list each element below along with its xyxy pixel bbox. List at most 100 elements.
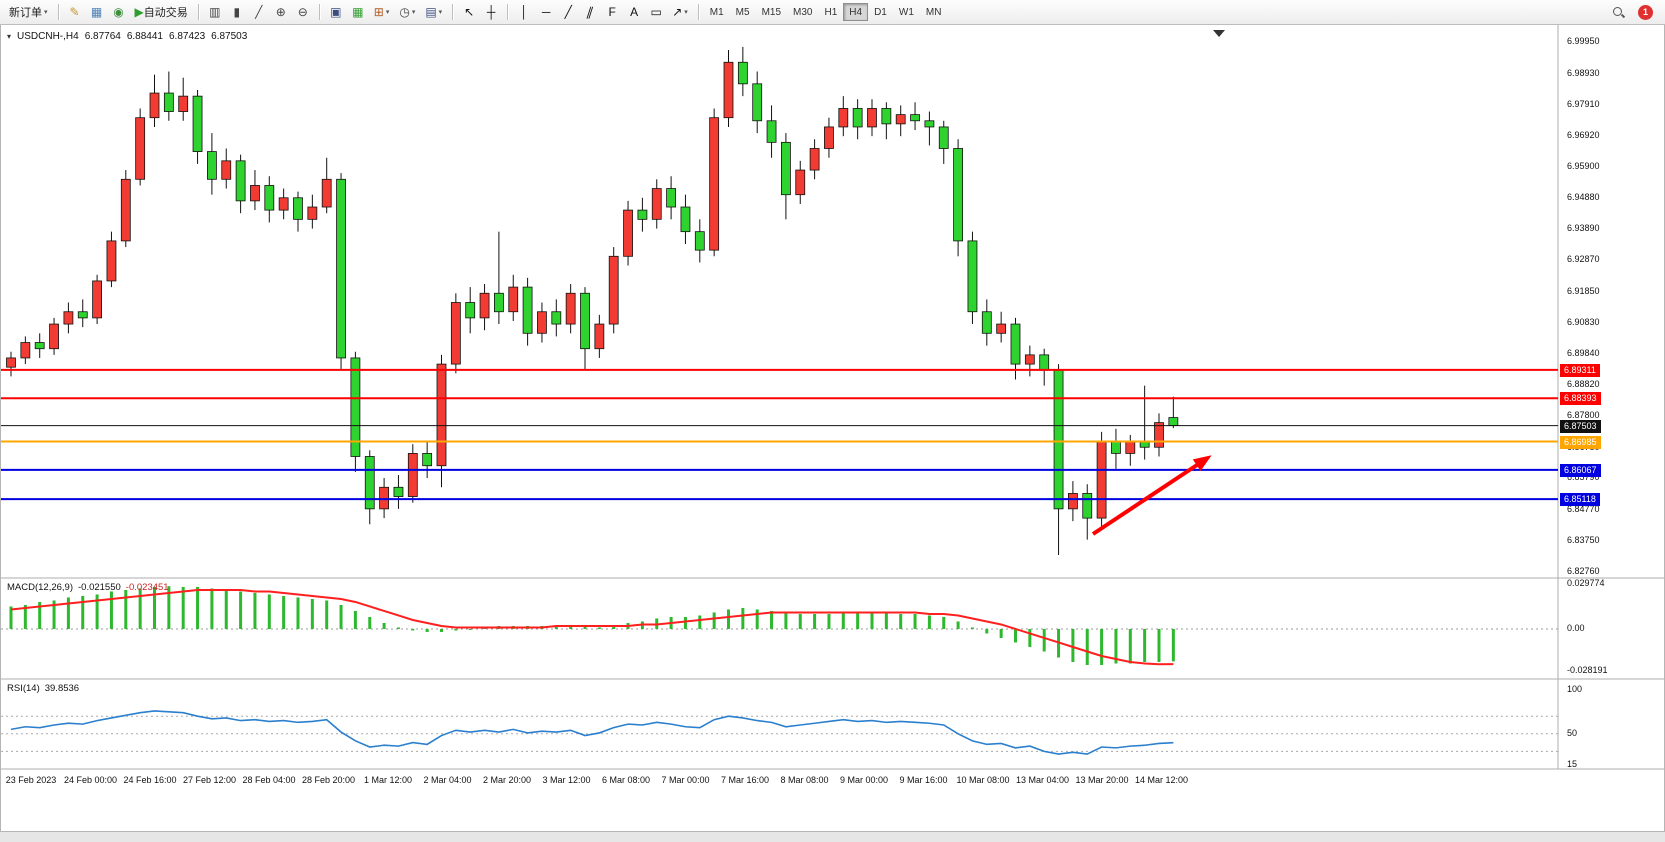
macd-signal-line — [10, 588, 1174, 666]
candle — [364, 456, 375, 510]
candle — [1024, 354, 1035, 365]
time-axis-label: 24 Feb 16:00 — [123, 775, 177, 785]
chevron-down-icon: ▾ — [438, 9, 443, 16]
search-button[interactable] — [1607, 2, 1629, 22]
status-bar — [0, 831, 1665, 842]
main-toolbar: 新订单 ▾ ✎ ▦ ◉ ▶ 自动交易 ▥ ▮ ╱ ⊕ ⊖ ▣ ▦ ⊞ ▾ ◷ ▾… — [0, 0, 1665, 25]
text-button[interactable]: A — [624, 2, 644, 22]
candle — [178, 95, 189, 112]
timeframe-m30[interactable]: M30 — [787, 3, 818, 21]
time-axis-label: 7 Mar 00:00 — [661, 775, 710, 785]
candle — [522, 286, 533, 334]
ohlc-open: 6.87764 — [84, 31, 121, 42]
axis-tick-label: 6.88820 — [1567, 379, 1600, 389]
candle — [120, 178, 131, 242]
toolbar-separator — [507, 4, 509, 20]
macd-name: MACD(12,26,9) — [7, 582, 73, 593]
new-chart-button[interactable]: ▦ — [348, 2, 368, 22]
rsi-label: RSI(14) 39.8536 — [7, 683, 79, 694]
strategy-tester-button[interactable]: ▦ — [87, 2, 107, 22]
timeframe-h4[interactable]: H4 — [843, 3, 869, 21]
trend-arrow-head[interactable] — [1192, 455, 1212, 472]
candlestick-chart-button[interactable]: ▮ — [227, 2, 247, 22]
timeframe-mn[interactable]: MN — [920, 3, 948, 21]
time-axis-label: 10 Mar 08:00 — [956, 775, 1010, 785]
one-click-trading-toggle[interactable]: ▾ — [7, 32, 12, 41]
candle — [938, 126, 949, 149]
community-button[interactable]: ◉ — [109, 2, 129, 22]
candle — [967, 240, 978, 313]
candle — [307, 206, 318, 220]
chevron-down-icon: ▾ — [44, 9, 48, 16]
algo-trading-button[interactable]: ▶ 自动交易 — [131, 2, 192, 22]
arrows-button[interactable]: ↗ ▾ — [668, 2, 692, 22]
bar-chart-icon: ▥ — [209, 5, 221, 19]
candle — [1111, 440, 1121, 454]
candlestick-chart-icon: ▮ — [233, 5, 241, 19]
time-axis-label: 27 Feb 12:00 — [182, 775, 237, 785]
metaeditor-button[interactable]: ✎ — [65, 2, 85, 22]
toolbar-separator — [197, 4, 199, 20]
chevron-down-icon: ▾ — [385, 9, 390, 16]
candle — [264, 185, 275, 211]
price-chart-canvas[interactable] — [1, 25, 1664, 831]
candle — [608, 255, 619, 325]
crosshair-button[interactable]: ┼ — [481, 2, 501, 22]
price-axis[interactable]: 6.99950 6.98930 6.97910 6.96920 6.95900 6.948… — [1559, 25, 1664, 769]
fibonacci-button[interactable]: F — [602, 2, 622, 22]
candle — [623, 209, 633, 257]
zoom-out-icon: ⊖ — [297, 5, 308, 19]
timeframe-m5[interactable]: M5 — [730, 3, 756, 21]
candle — [278, 197, 289, 211]
timeframe-m15[interactable]: M15 — [756, 3, 787, 21]
timeframe-w1[interactable]: W1 — [893, 3, 920, 21]
fibonacci-icon: F — [608, 5, 616, 19]
label-button[interactable]: ▭ — [646, 2, 666, 22]
templates-button[interactable]: ▤ ▾ — [421, 2, 446, 22]
horizontal-line-button[interactable]: ─ — [536, 2, 556, 22]
equidistant-channel-button[interactable]: ∥ — [580, 2, 600, 22]
candle — [407, 453, 418, 497]
candle — [6, 357, 16, 368]
vertical-line-button[interactable]: │ — [514, 2, 534, 22]
chart-shift-marker[interactable] — [1213, 30, 1225, 37]
cursor-icon: ↖ — [464, 5, 475, 19]
line-chart-button[interactable]: ╱ — [249, 2, 269, 22]
trend-arrow-line[interactable] — [1091, 461, 1202, 536]
price-line-badge: 6.88393 — [1560, 392, 1601, 405]
timeframe-h1[interactable]: H1 — [818, 3, 843, 21]
candle — [450, 302, 461, 365]
candle — [77, 311, 88, 319]
new-order-button[interactable]: 新订单 ▾ — [5, 2, 52, 22]
bar-chart-button[interactable]: ▥ — [205, 2, 225, 22]
tile-windows-button[interactable]: ▣ — [326, 2, 346, 22]
time-axis[interactable]: 23 Feb 2023 24 Feb 00:00 24 Feb 16:00 27 Fe… — [1, 771, 1558, 793]
zoom-in-button[interactable]: ⊕ — [271, 2, 291, 22]
candle — [551, 311, 562, 325]
indicators-button[interactable]: ⊞ ▾ — [370, 2, 394, 22]
axis-tick-label: 6.85790 — [1567, 472, 1600, 482]
candle — [910, 114, 920, 122]
hlines-layer[interactable] — [1, 368, 1558, 501]
time-axis-label: 8 Mar 08:00 — [780, 775, 829, 785]
candle — [737, 61, 748, 85]
candle — [1125, 440, 1136, 454]
cursor-button[interactable]: ↖ — [459, 2, 479, 22]
candle — [809, 148, 820, 171]
time-axis-label: 3 Mar 12:00 — [542, 775, 591, 785]
chevron-down-icon: ▾ — [411, 9, 416, 16]
timeframe-d1[interactable]: D1 — [868, 3, 893, 21]
candles-layer — [6, 46, 1179, 556]
macd-label: MACD(12,26,9) -0.021550 -0.023451 — [7, 582, 169, 593]
notifications-badge[interactable]: 1 — [1638, 4, 1653, 20]
axis-tick-label: 50 — [1567, 728, 1578, 738]
trendline-button[interactable]: ╱ — [558, 2, 578, 22]
periods-button[interactable]: ◷ ▾ — [395, 2, 419, 22]
horizontal-line-icon: ─ — [541, 5, 551, 19]
candle — [838, 108, 849, 128]
zoom-out-button[interactable]: ⊖ — [293, 2, 313, 22]
timeframe-m1[interactable]: M1 — [704, 3, 730, 21]
rsi-line — [10, 710, 1174, 755]
candle — [250, 185, 260, 202]
axis-tick-label: 15 — [1567, 759, 1578, 769]
